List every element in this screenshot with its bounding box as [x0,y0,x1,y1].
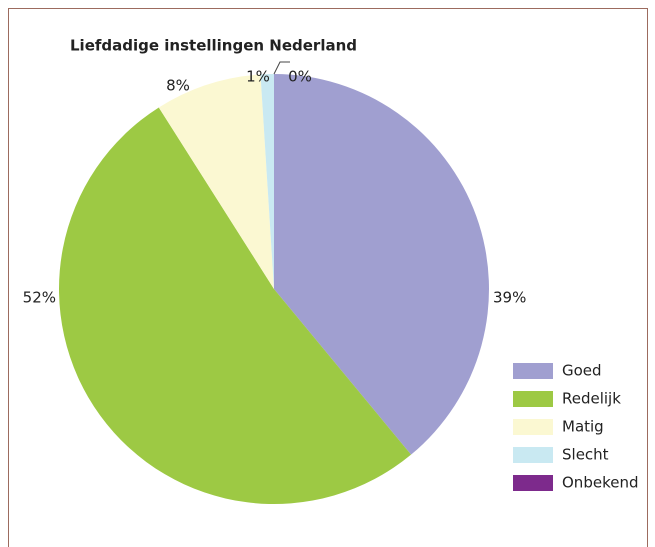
legend-swatch [513,363,553,379]
legend-label: Onbekend [562,474,638,492]
legend-swatch [513,447,553,463]
pie-slice [158,74,274,289]
legend-swatch [513,419,553,435]
legend-label: Slecht [562,446,609,464]
leader-line [273,61,290,75]
pie-slice [274,74,489,455]
chart-title: Liefdadige instellingen Nederland [70,37,357,55]
pie-slice [260,74,274,289]
legend-swatch [513,475,553,491]
data-label: 8% [166,77,190,95]
legend-label: Matig [562,418,604,436]
data-label: 0% [288,68,312,86]
pie-slice [59,107,412,505]
legend-label: Goed [562,362,602,380]
data-label: 39% [493,289,526,307]
frame [8,8,648,547]
data-label: 1% [246,68,270,86]
legend-swatch [513,391,553,407]
legend-label: Redelijk [562,390,621,408]
data-label: 52% [23,289,56,307]
